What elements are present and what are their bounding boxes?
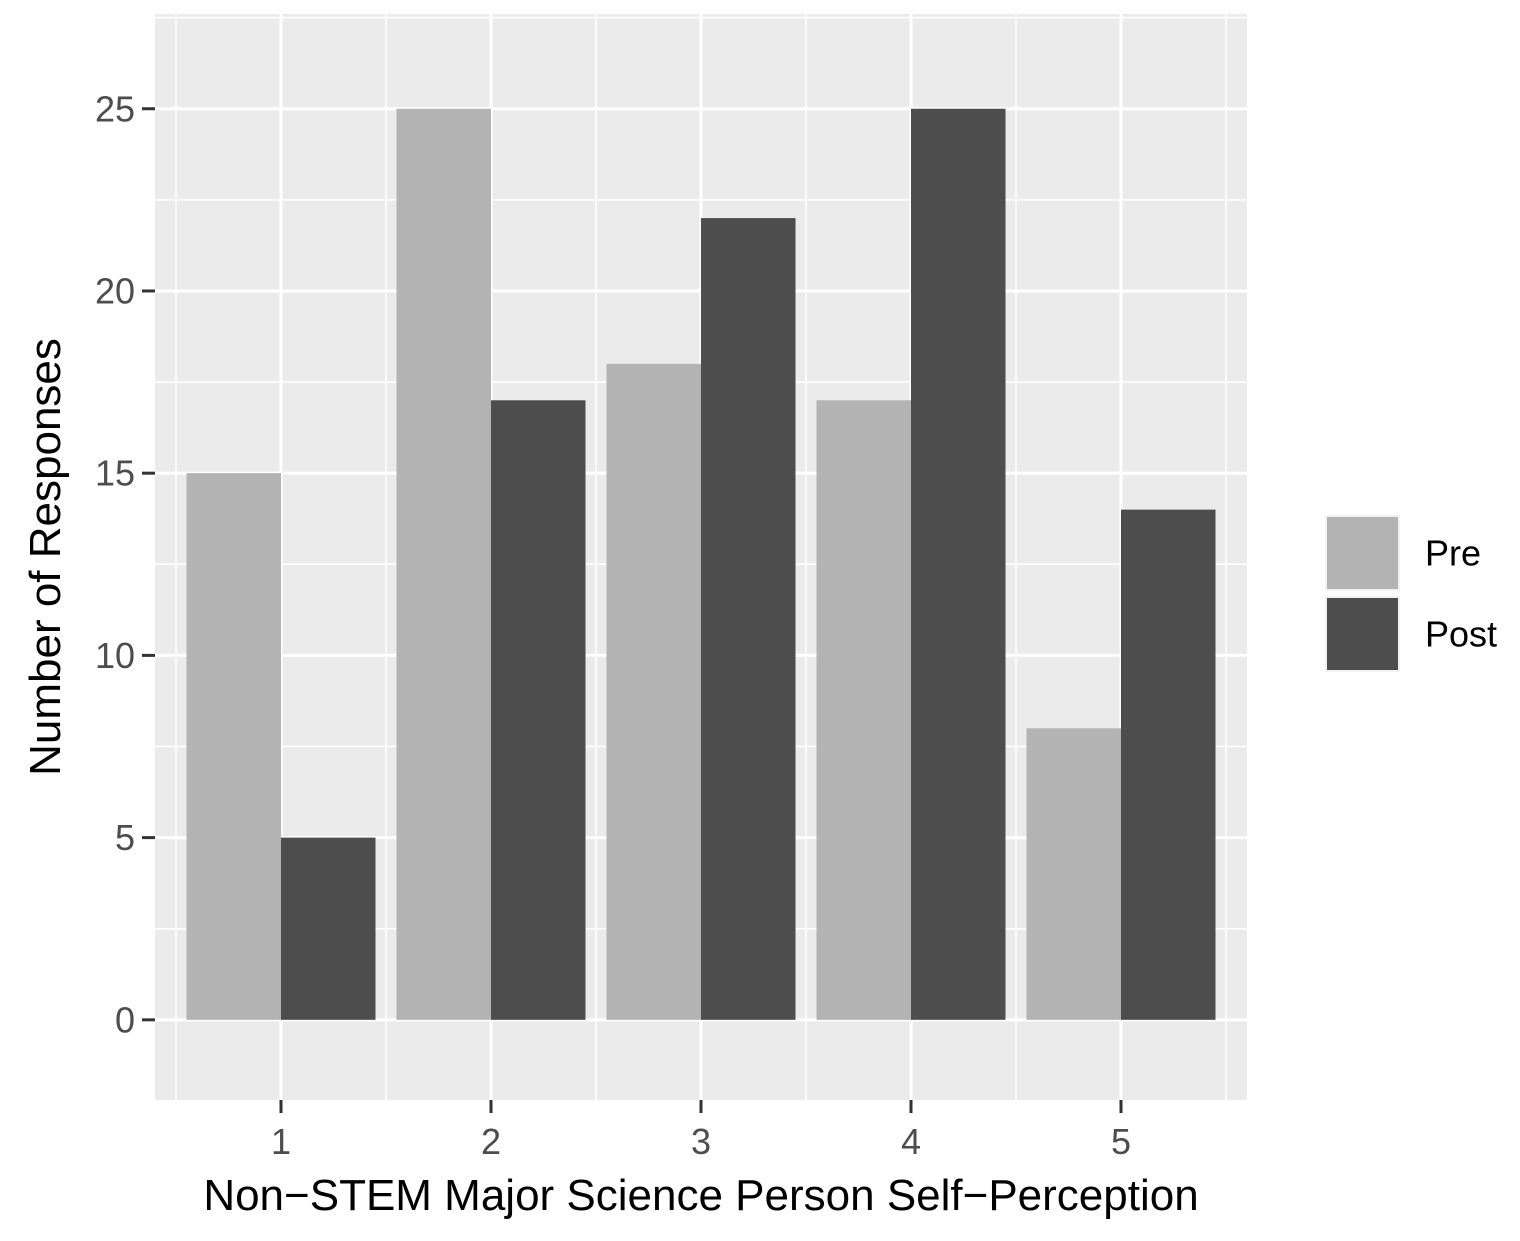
y-axis-title: Number of Responses: [21, 338, 70, 776]
bar-post-3: [701, 218, 796, 1020]
bar-post-4: [911, 108, 1006, 1020]
legend-label-pre: Pre: [1425, 533, 1481, 574]
x-tick-label: 4: [901, 1121, 921, 1162]
bar-post-5: [1121, 509, 1216, 1020]
bar-pre-2: [396, 108, 491, 1020]
x-axis-title: Non−STEM Major Science Person Self−Perce…: [203, 1171, 1198, 1220]
bar-pre-3: [606, 363, 701, 1020]
bar-post-2: [491, 400, 586, 1020]
y-tick-label: 10: [95, 635, 135, 676]
x-tick-label: 1: [271, 1121, 291, 1162]
y-tick-label: 20: [95, 270, 135, 311]
y-axis: 0 5 10 15 20 25: [95, 88, 155, 1040]
bar-pre-4: [816, 400, 911, 1020]
bars: [186, 108, 1216, 1020]
y-tick-label: 0: [115, 999, 135, 1040]
legend-key-pre: [1327, 517, 1398, 589]
x-tick-label: 3: [691, 1121, 711, 1162]
x-axis: 1 2 3 4 5: [271, 1100, 1131, 1162]
legend-label-post: Post: [1425, 614, 1497, 655]
bar-post-1: [281, 837, 376, 1020]
legend: Pre Post: [1325, 515, 1497, 672]
x-tick-label: 2: [481, 1121, 501, 1162]
x-tick-label: 5: [1111, 1121, 1131, 1162]
legend-key-post: [1327, 598, 1398, 670]
bar-pre-5: [1026, 728, 1121, 1020]
bar-pre-1: [186, 473, 281, 1020]
y-tick-label: 5: [115, 817, 135, 858]
y-tick-label: 15: [95, 453, 135, 494]
y-tick-label: 25: [95, 88, 135, 129]
